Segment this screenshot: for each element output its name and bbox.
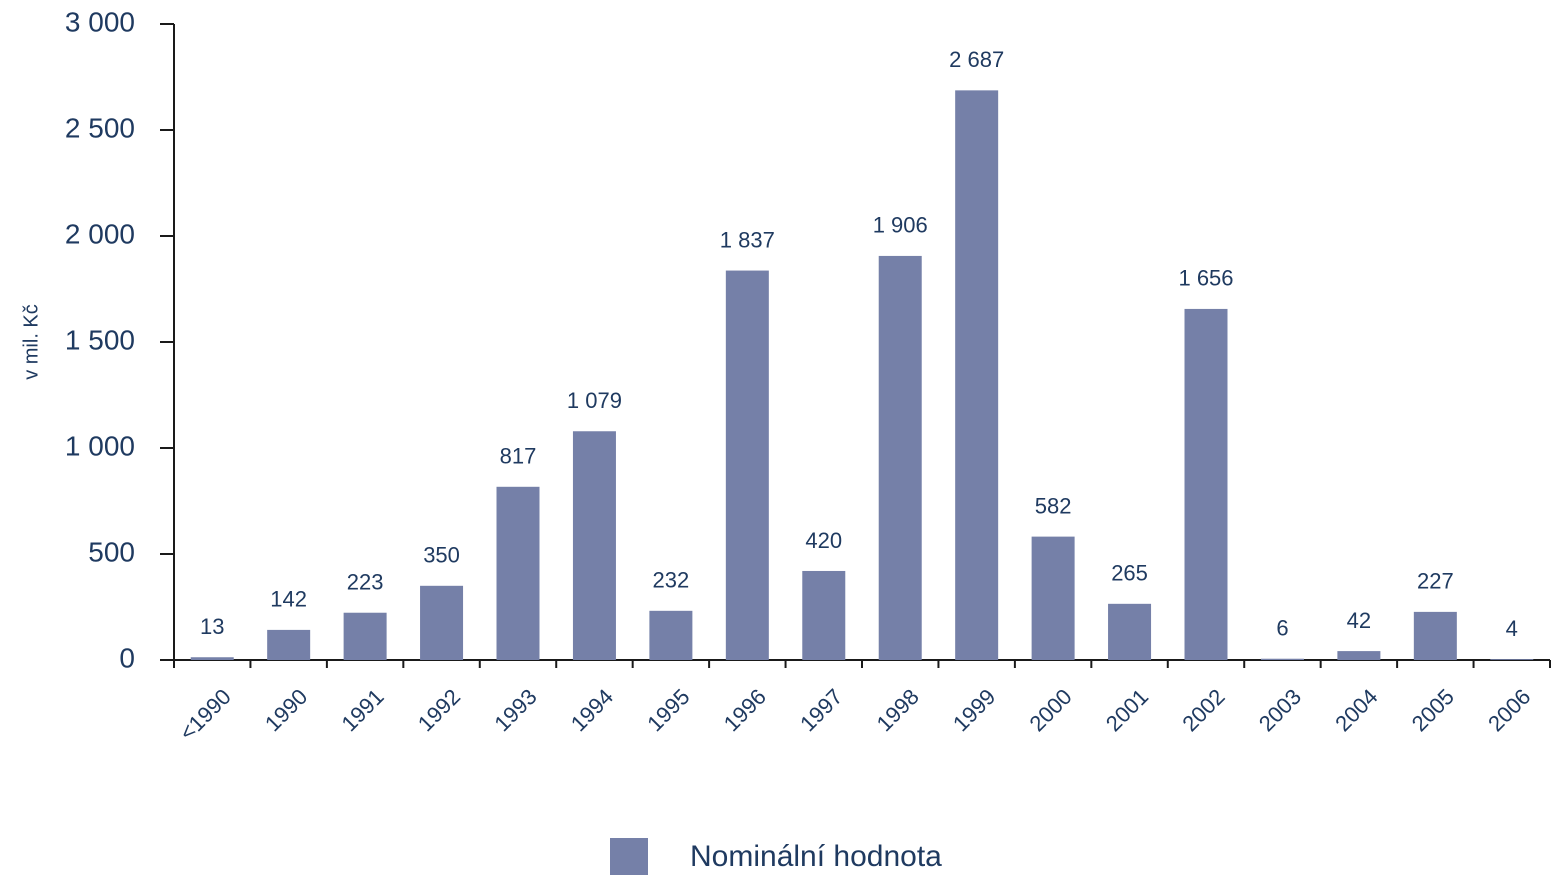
value-label: 265 (1111, 561, 1148, 586)
y-tick-label: 1 000 (65, 430, 135, 461)
x-tick-label: 2000 (1024, 684, 1076, 736)
bar (190, 657, 234, 660)
x-tick-label: <1990 (174, 684, 235, 745)
bar (1108, 603, 1152, 660)
value-label: 350 (423, 543, 460, 568)
value-label: 4 (1506, 616, 1518, 641)
value-label: 2 687 (949, 47, 1004, 72)
value-label: 817 (500, 444, 537, 469)
y-tick-label: 1 500 (65, 324, 135, 355)
value-label: 142 (270, 587, 307, 612)
x-tick-label: 1990 (260, 684, 312, 736)
value-label: 1 906 (873, 213, 928, 238)
y-tick-label: 2 500 (65, 112, 135, 143)
x-tick-label: 1999 (948, 684, 1000, 736)
x-tick-label: 2006 (1483, 684, 1535, 736)
x-tick-label: 1992 (413, 684, 465, 736)
x-tick-label: 1991 (336, 684, 388, 736)
value-label: 1 656 (1178, 266, 1233, 291)
bar (955, 90, 999, 660)
value-label: 42 (1347, 608, 1371, 633)
x-tick-label: 1996 (719, 684, 771, 736)
bar (1413, 611, 1457, 660)
bar (1337, 651, 1381, 660)
bar (420, 585, 464, 660)
y-tick-label: 2 000 (65, 218, 135, 249)
value-label: 6 (1276, 616, 1288, 641)
x-tick-label: 1995 (642, 684, 694, 736)
y-tick-label: 500 (88, 536, 135, 567)
bar (343, 612, 387, 660)
value-label: 232 (653, 568, 690, 593)
value-label: 223 (347, 570, 384, 595)
y-axis-label: v mil. Kč (20, 304, 42, 380)
value-label: 13 (200, 614, 224, 639)
legend-label: Nominální hodnota (690, 840, 942, 873)
bar (878, 255, 922, 661)
x-tick-label: 2002 (1177, 684, 1229, 736)
bar (802, 570, 846, 660)
x-tick-label: 2001 (1101, 684, 1153, 736)
x-tick-label: 2004 (1330, 684, 1382, 736)
bar (1184, 308, 1228, 660)
bar (649, 610, 693, 660)
legend-swatch (610, 838, 648, 875)
bar (267, 629, 311, 660)
x-tick-label: 2003 (1254, 684, 1306, 736)
bar (1031, 536, 1075, 660)
x-tick-label: 1994 (566, 684, 618, 736)
y-tick-label: 3 000 (65, 6, 135, 37)
bar (1490, 659, 1534, 660)
bar (1260, 658, 1304, 660)
value-label: 227 (1417, 569, 1454, 594)
value-label: 582 (1035, 493, 1072, 518)
value-label: 420 (805, 528, 842, 553)
bar (725, 270, 769, 660)
x-tick-label: 1998 (872, 684, 924, 736)
value-label: 1 079 (567, 388, 622, 413)
y-tick-label: 0 (119, 642, 135, 673)
bar (496, 486, 540, 660)
x-tick-label: 2005 (1407, 684, 1459, 736)
x-tick-label: 1993 (489, 684, 541, 736)
bar (572, 431, 616, 660)
value-label: 1 837 (720, 227, 775, 252)
x-tick-label: 1997 (795, 684, 847, 736)
